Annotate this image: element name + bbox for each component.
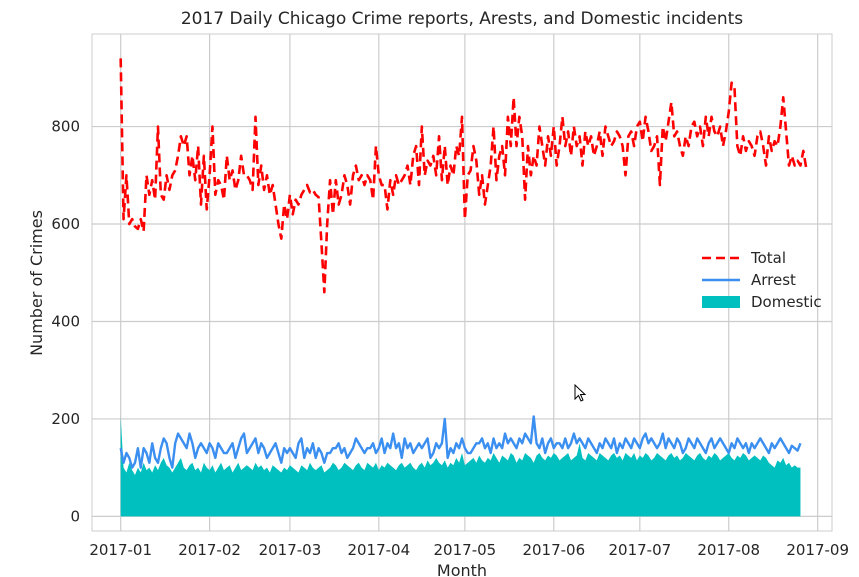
y-tick-label: 400 [51,312,80,330]
mouse-cursor-icon [574,384,587,402]
y-tick-label: 800 [51,118,80,136]
x-tick-label: 2017-01 [89,541,152,559]
legend-label-total: Total [750,249,786,267]
x-tick-label: 2017-08 [697,541,760,559]
chart-title: 2017 Daily Chicago Crime reports, Arests… [181,9,743,29]
x-tick-label: 2017-09 [786,541,849,559]
series-total-line [119,58,808,294]
series-arrest-line [119,415,802,469]
y-tick-label: 600 [51,215,80,233]
x-tick-label: 2017-03 [259,541,322,559]
y-tick-label: 200 [51,410,80,428]
y-axis-title: Number of Crimes [27,210,46,356]
y-tick-label: 0 [70,507,80,525]
legend-swatch-domestic [702,296,740,308]
x-tick-label: 2017-04 [347,541,410,559]
x-tick-label: 2017-05 [434,541,497,559]
axis-layer: 2017-01 2017-02 2017-03 2017-04 2017-05 2017-… [51,118,849,559]
x-tick-label: 2017-07 [608,541,671,559]
x-axis-title: Month [437,561,487,577]
x-tick-label: 2017-02 [178,541,241,559]
legend-label-arrest: Arrest [751,271,796,289]
series-layer [119,58,808,517]
x-tick-label: 2017-06 [522,541,585,559]
legend-label-domestic: Domestic [751,293,822,311]
series-domestic-area [120,416,801,517]
legend: Total Arrest Domestic [702,249,822,311]
